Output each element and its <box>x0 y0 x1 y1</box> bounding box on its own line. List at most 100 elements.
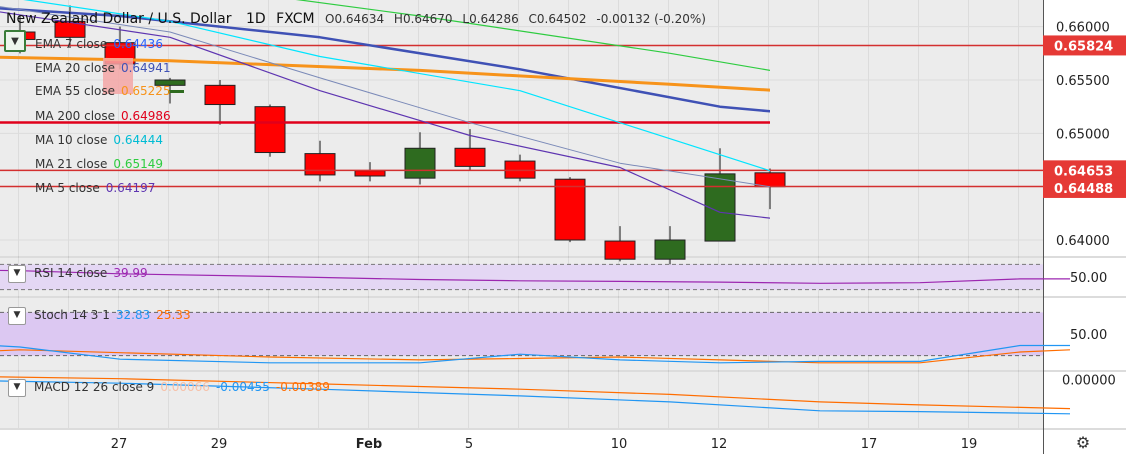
candle-body <box>304 153 336 176</box>
time-axis-bg <box>0 430 1043 454</box>
time-tick-label: 10 <box>611 437 628 452</box>
candle-body <box>554 178 586 241</box>
legend-ma200[interactable]: MA 200 close 0.64986 <box>35 109 171 123</box>
legend-label: MA 5 close <box>35 181 100 195</box>
candle-body <box>354 170 386 177</box>
legend-label: EMA 20 close <box>35 61 115 75</box>
legend-value: 0.64444 <box>113 133 163 147</box>
time-tick-label: 19 <box>961 437 978 452</box>
time-tick-label: 5 <box>465 437 473 452</box>
legend-swatch <box>168 90 184 93</box>
candle-body <box>704 173 736 242</box>
rsi-axis-label: 50.00 <box>1070 271 1107 286</box>
legend-value: 0.64197 <box>105 181 156 195</box>
ohlc-change: -0.00132 (-0.20%) <box>596 12 706 26</box>
legend-collapse-button[interactable]: ▼ <box>4 30 26 52</box>
price-badge <box>1043 35 1126 56</box>
ma-line <box>0 6 770 188</box>
macd-signal-line <box>0 380 1071 415</box>
legend-label: MA 200 close <box>35 109 116 123</box>
legend-label: MA 10 close <box>35 133 108 147</box>
time-tick-label: 29 <box>211 437 228 452</box>
legend-label: EMA 55 close <box>35 84 115 98</box>
candle-body <box>604 240 636 260</box>
legend-highlight <box>103 58 133 94</box>
legend-value: 0.64941 <box>120 61 171 75</box>
macd-label: MACD 12 26 close 9 <box>34 380 155 394</box>
chevron-down-icon[interactable]: ▼ <box>8 306 26 325</box>
macd-signal-value: -0.00455 <box>215 380 270 394</box>
ma-line <box>0 11 770 219</box>
time-tick-label: Feb <box>356 437 382 452</box>
chevron-down-icon[interactable]: ▼ <box>8 264 26 283</box>
legend-ema7[interactable]: EMA 7 close 0.64436 <box>35 37 163 51</box>
stoch-d-line <box>0 349 1071 364</box>
stoch-pane-label[interactable]: ▼ Stoch 14 3 1 32.83 25.33 <box>8 306 191 325</box>
price-badge <box>1043 177 1126 198</box>
ma-line <box>295 0 770 72</box>
price-badge <box>1043 160 1126 181</box>
legend-value: 0.65225 <box>120 84 171 98</box>
legend-ema55[interactable]: EMA 55 close 0.65225 <box>35 84 171 98</box>
rsi-label: RSI 14 close <box>34 266 108 280</box>
stoch-axis-label: 50.00 <box>1070 328 1107 343</box>
legend-value: 0.64436 <box>113 37 163 51</box>
price-badge-label: 0.64653 <box>1054 164 1113 179</box>
macd-hist-value: -0.00389 <box>275 380 330 394</box>
price-tick-label: 0.66000 <box>1056 21 1110 36</box>
stoch-k-line <box>0 344 1070 364</box>
time-tick-label: 27 <box>111 437 128 452</box>
chevron-down-icon[interactable]: ▼ <box>8 378 26 397</box>
ohlc-low: L0.64286 <box>462 12 519 26</box>
legend-ma21[interactable]: MA 21 close 0.65149 <box>35 157 163 171</box>
legend-value: 0.64986 <box>121 109 171 123</box>
time-tick-label: 17 <box>861 437 878 452</box>
candle-body <box>254 106 286 154</box>
rsi-band <box>0 264 1043 290</box>
rsi-value: 39.99 <box>113 266 148 280</box>
ohlc-high: H0.64670 <box>393 12 453 26</box>
time-tick-label: 12 <box>711 437 728 452</box>
macd-pane-label[interactable]: ▼ MACD 12 26 close 9 0.00066 -0.00455 -0.003… <box>8 378 330 397</box>
macd-value: 0.00066 <box>160 380 210 394</box>
macd-axis-label: 0.00000 <box>1062 373 1116 388</box>
stoch-k-value: 32.83 <box>115 308 151 322</box>
candle-body <box>654 239 686 260</box>
candle-body <box>454 147 486 167</box>
legend-label: MA 21 close <box>35 157 108 171</box>
candle-body <box>54 20 86 38</box>
stoch-label: Stoch 14 3 1 <box>34 308 110 322</box>
legend-ema20[interactable]: EMA 20 close 0.64941 <box>35 61 171 75</box>
stoch-band <box>0 312 1043 356</box>
interval-label[interactable]: 1D <box>245 11 266 27</box>
price-badge-label: 0.64488 <box>1054 182 1113 197</box>
exchange-label: FXCM <box>276 11 315 27</box>
ma-line <box>23 0 770 172</box>
gear-icon[interactable]: ⚙ <box>1075 433 1091 452</box>
rsi-pane-label[interactable]: ▼ RSI 14 close 39.99 <box>8 264 148 283</box>
macd-hist-line <box>0 376 1071 410</box>
ohlc-open: O0.64634 <box>325 12 385 26</box>
price-tick-label: 0.64000 <box>1056 234 1110 249</box>
legend-ma5[interactable]: MA 5 close 0.64197 <box>35 181 155 195</box>
price-tick-label: 0.65000 <box>1056 127 1110 142</box>
legend-ma10[interactable]: MA 10 close 0.64444 <box>35 133 163 147</box>
chevron-down-icon: ▼ <box>11 36 19 47</box>
candle-body <box>154 79 186 86</box>
legend-label: EMA 7 close <box>35 37 108 51</box>
price-badge-label: 0.65824 <box>1054 39 1113 54</box>
candle-body <box>204 84 236 106</box>
rsi-line <box>0 269 1070 284</box>
symbol-name: New Zealand Dollar / U.S. Dollar <box>6 11 232 27</box>
price-tick-label: 0.65500 <box>1056 74 1110 89</box>
ma-line <box>0 7 770 113</box>
legend-value: 0.65149 <box>113 157 163 171</box>
chart-header: New Zealand Dollar / U.S. Dollar 1D FXCM… <box>6 11 712 27</box>
stoch-d-value: 25.33 <box>156 308 191 322</box>
macd-pane-bg <box>0 372 1043 428</box>
ohlc-close: C0.64502 <box>528 12 587 26</box>
main-pane-bg <box>0 0 1043 256</box>
candle-body <box>404 147 436 179</box>
